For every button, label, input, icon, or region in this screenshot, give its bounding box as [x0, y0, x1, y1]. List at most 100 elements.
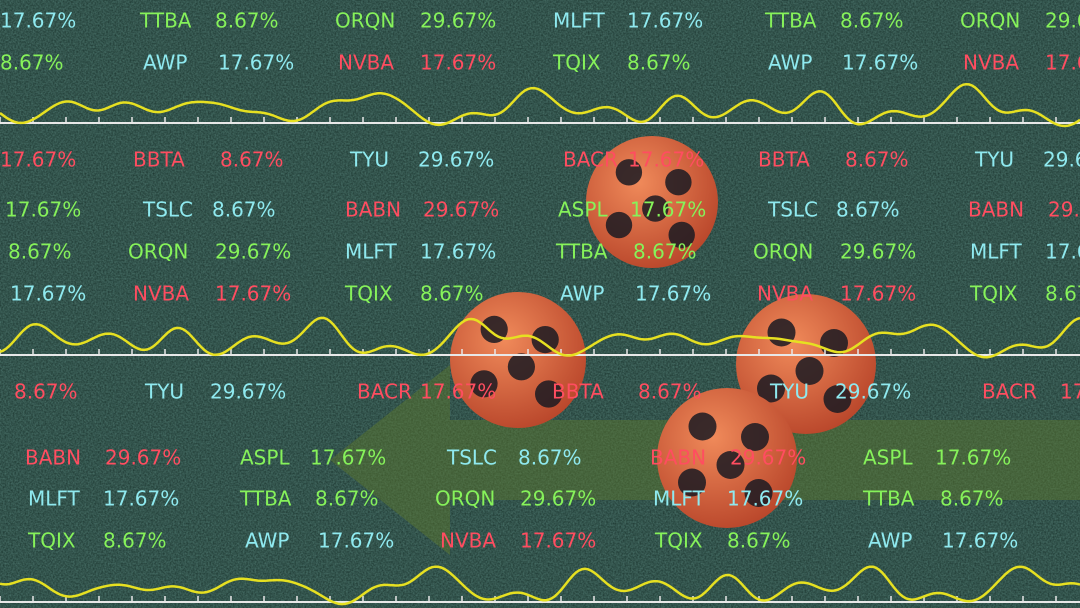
- price-line: [0, 82, 1080, 128]
- ticker-symbol: TSLC: [767, 198, 818, 222]
- ticker-change: 8.67%: [836, 198, 900, 222]
- ball-patch: [605, 211, 633, 239]
- ball-patch: [741, 423, 769, 451]
- ticker-symbol: TQIX: [344, 282, 393, 306]
- ticker-change: 8.67%: [212, 198, 276, 222]
- ticker-symbol: TTBA: [764, 9, 817, 33]
- ticker-symbol: MLFT: [345, 240, 398, 264]
- ticker-change: 8.67%: [8, 240, 72, 264]
- ticker-symbol: MLFT: [970, 240, 1023, 264]
- ticker-change: 17.67%: [215, 282, 291, 306]
- ticker-change: 8.67%: [14, 380, 78, 404]
- ticker-symbol: TQIX: [27, 529, 76, 553]
- ticker-change: 29.67%: [418, 148, 494, 172]
- ticker-change: 8.67%: [315, 487, 379, 511]
- ball-patch: [744, 479, 773, 507]
- ticker-symbol: BBTA: [133, 148, 185, 172]
- ticker-symbol: AWP: [868, 529, 912, 553]
- ball-patch: [757, 374, 785, 403]
- soccer-ball: [657, 388, 797, 528]
- ticker-change: 29.67%: [520, 487, 596, 511]
- ticker-change: 8.67%: [220, 148, 284, 172]
- ticker-symbol: BACR: [563, 148, 618, 172]
- ticker-symbol: TTBA: [555, 240, 608, 264]
- ticker-symbol: BABN: [345, 198, 401, 222]
- ticker-change: 17.67%: [727, 487, 803, 511]
- ticker-change: 17.67%: [840, 282, 916, 306]
- ticker-change: 17.67%: [0, 148, 76, 172]
- ticker-change: 29.67%: [105, 446, 181, 470]
- ticker-change: 8.67%: [627, 51, 691, 75]
- ticker-symbol: TYU: [974, 148, 1014, 172]
- ball-patch: [507, 353, 535, 381]
- ticker-symbol: TYU: [144, 380, 184, 404]
- ticker-change: 17.67%: [420, 51, 496, 75]
- ticker-symbol: AWP: [245, 529, 289, 553]
- ticker-change: 17.67%: [1045, 51, 1080, 75]
- ticker-change: 17.67%: [842, 51, 918, 75]
- ticker-change: 8.67%: [1045, 282, 1080, 306]
- ticker-change: 29.67%: [835, 380, 911, 404]
- ball-patch: [470, 370, 498, 398]
- ticker-change: 8.67%: [727, 529, 791, 553]
- ticker-symbol: NVBA: [133, 282, 189, 306]
- ticker-symbol: AWP: [560, 282, 604, 306]
- ticker-change: 29.67%: [1048, 198, 1080, 222]
- ticker-change: 29.67%: [1045, 9, 1080, 33]
- ticker-change: 29.67%: [840, 240, 916, 264]
- ball-patch: [642, 195, 669, 222]
- ball-patch: [615, 159, 643, 186]
- ticker-change: 8.67%: [0, 51, 64, 75]
- ticker-symbol: ORQN: [335, 9, 395, 33]
- ticker-symbol: MLFT: [28, 487, 81, 511]
- ticker-change: 17.67%: [520, 529, 596, 553]
- ball-patch: [678, 468, 706, 497]
- ticker-change: 17.67%: [420, 240, 496, 264]
- ticker-change: 17.67%: [420, 380, 496, 404]
- soccer-ball: [450, 292, 586, 428]
- ticker-change: 17.67%: [630, 198, 706, 222]
- ticker-symbol: MLFT: [553, 9, 606, 33]
- ticker-symbol: TSLC: [446, 446, 497, 470]
- ticker-symbol: TQIX: [969, 282, 1018, 306]
- ticker-change: 17.67%: [218, 51, 294, 75]
- ball-patch: [716, 451, 745, 479]
- ball-patch: [823, 385, 852, 413]
- ticker-change: 17.67%: [942, 529, 1018, 553]
- ticker-change: 17.67%: [10, 282, 86, 306]
- charts: [0, 82, 1080, 606]
- ticker-symbol: BACR: [982, 380, 1037, 404]
- ball-patch: [665, 169, 692, 196]
- ticker-change: 17.67%: [103, 487, 179, 511]
- ticker-symbol: AWP: [768, 51, 812, 75]
- ticker-change: 29.67%: [210, 380, 286, 404]
- ticker-change: 17.67%: [628, 148, 704, 172]
- ticker-change: 29.67%: [423, 198, 499, 222]
- ticker-change: 29.67%: [730, 446, 806, 470]
- ticker-change: 29.67%: [215, 240, 291, 264]
- ticker-change: 17.67%: [318, 529, 394, 553]
- ball-patch: [795, 357, 824, 385]
- ticker-symbol: ASPL: [558, 198, 608, 222]
- ticker-symbol: ASPL: [863, 446, 913, 470]
- ticker-symbol: TQIX: [654, 529, 703, 553]
- ticker-change: 8.67%: [103, 529, 167, 553]
- ticker-change: 17.67%: [310, 446, 386, 470]
- ticker-symbol: BBTA: [552, 380, 604, 404]
- ball-patch: [767, 318, 796, 347]
- ticker-change: 17.67%: [5, 198, 81, 222]
- ticker-symbol: BABN: [650, 446, 706, 470]
- ticker-change: 17.67%: [627, 9, 703, 33]
- ticker-symbol: NVBA: [338, 51, 394, 75]
- price-line: [0, 316, 1080, 359]
- ticker-symbol: ORQN: [960, 9, 1020, 33]
- ticker-symbol: BBTA: [758, 148, 810, 172]
- ticker-symbol: BABN: [25, 446, 81, 470]
- ticker-change: 17.67%: [1045, 240, 1080, 264]
- ticker-change: 8.67%: [840, 9, 904, 33]
- ticker-board: 17.67% TTBA 8.67% ORQN 29.67% MLFT 17.67% TTBA 8…: [0, 9, 1080, 553]
- ticker-symbol: TTBA: [239, 487, 292, 511]
- ticker-symbol: NVBA: [963, 51, 1019, 75]
- balls: [450, 136, 876, 528]
